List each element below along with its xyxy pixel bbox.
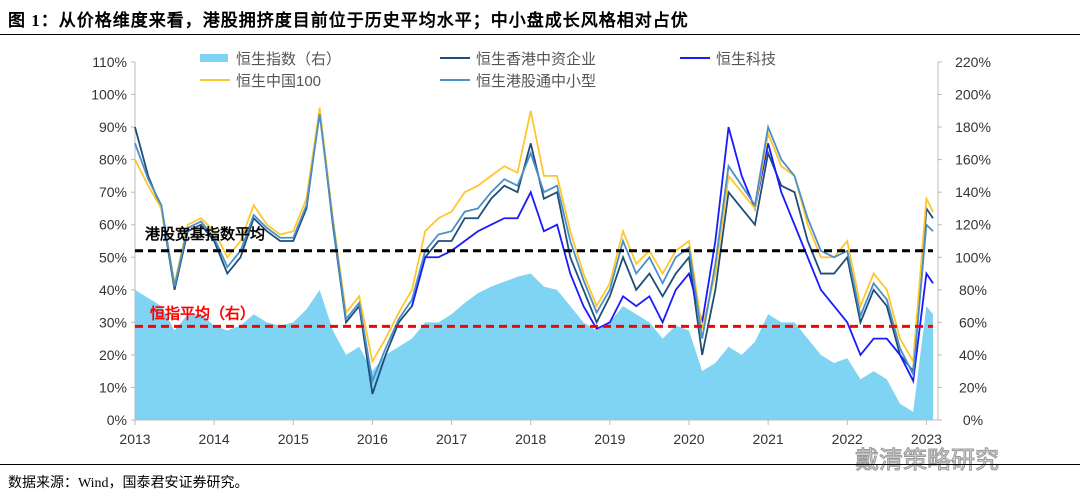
- left-tick-label: 100%: [91, 87, 127, 103]
- watermark: 戴清策略研究: [855, 446, 1000, 475]
- x-tick-label: 2022: [832, 431, 863, 447]
- bottom-rule: [0, 464, 1080, 465]
- left-tick-label: 0%: [107, 412, 127, 428]
- right-tick-label: 160%: [955, 152, 991, 168]
- series-area: [135, 273, 933, 420]
- right-tick-label: 120%: [955, 217, 991, 233]
- legend-label: 恒生香港中资企业: [476, 50, 596, 68]
- right-tick-label: 220%: [955, 54, 991, 70]
- left-tick-label: 40%: [99, 282, 127, 298]
- x-tick-label: 2014: [199, 431, 230, 447]
- left-tick-label: 110%: [92, 54, 127, 70]
- series-line: [411, 126, 934, 384]
- x-tick-label: 2021: [753, 431, 784, 447]
- right-tick-label: 40%: [959, 347, 987, 363]
- source-note: 数据来源：Wind，国泰君安证券研究。: [8, 476, 249, 491]
- x-tick-label: 2019: [594, 431, 625, 447]
- figure-title: 图 1：从价格维度来看，港股拥挤度目前位于历史平均水平；中小盘成长风格相对占优: [8, 11, 689, 30]
- series-line: [134, 107, 934, 365]
- legend-label: 恒生港股通中小型: [476, 73, 596, 90]
- x-tick-label: 2017: [436, 431, 467, 447]
- right-tick-label: 100%: [955, 249, 991, 265]
- top-rule: [0, 34, 1080, 35]
- left-tick-label: 20%: [99, 347, 127, 363]
- legend-label: 恒生中国100: [236, 73, 321, 90]
- x-tick-label: 2018: [515, 431, 546, 447]
- right-tick-label: 0%: [963, 412, 983, 428]
- series-line: [134, 113, 934, 385]
- average-label: 港股宽基指数平均: [145, 225, 265, 243]
- left-tick-label: 70%: [99, 184, 127, 200]
- legend-label: 恒生指数（右）: [236, 51, 341, 68]
- x-tick-label: 2016: [357, 431, 388, 447]
- left-tick-label: 80%: [99, 152, 127, 168]
- right-tick-label: 60%: [959, 314, 987, 330]
- right-tick-label: 140%: [955, 184, 991, 200]
- x-tick-label: 2013: [119, 431, 150, 447]
- left-tick-label: 90%: [99, 119, 127, 135]
- right-tick-label: 80%: [959, 282, 987, 298]
- legend-label: 恒生科技: [716, 51, 776, 68]
- left-tick-label: 50%: [99, 249, 127, 265]
- x-tick-label: 2015: [278, 431, 309, 447]
- left-tick-label: 10%: [99, 379, 127, 395]
- right-tick-label: 200%: [955, 87, 991, 103]
- x-tick-label: 2023: [911, 431, 942, 447]
- legend-swatch: [200, 54, 228, 62]
- left-tick-label: 30%: [99, 314, 127, 330]
- x-tick-label: 2020: [673, 431, 704, 447]
- left-tick-label: 60%: [99, 217, 127, 233]
- right-tick-label: 20%: [959, 379, 987, 395]
- right-tick-label: 180%: [955, 119, 991, 135]
- average-label: 恒指平均（右）: [150, 304, 255, 322]
